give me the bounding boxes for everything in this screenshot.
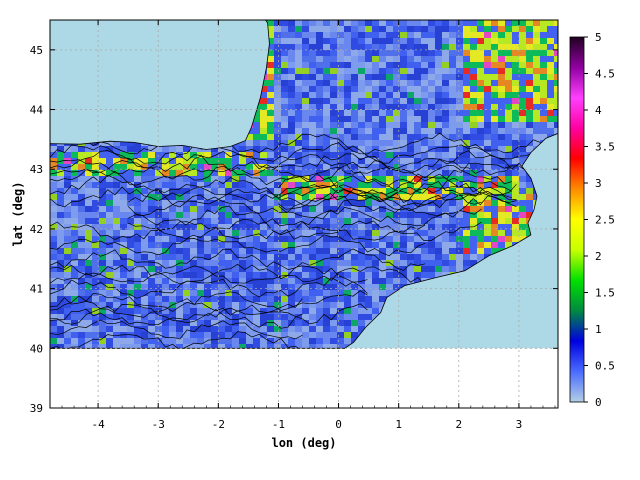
colorbar-tick-label: 3 bbox=[595, 177, 602, 190]
colorbar-tick-label: 4 bbox=[595, 104, 602, 117]
y-tick-label: 44 bbox=[30, 104, 44, 117]
colorbar-tick-label: 2 bbox=[595, 250, 602, 263]
colorbar-tick-label: 0.5 bbox=[595, 360, 615, 373]
x-tick-label: 1 bbox=[395, 418, 402, 431]
colorbar-tick-label: 4.5 bbox=[595, 68, 615, 81]
y-axis-label: lat (deg) bbox=[11, 181, 25, 246]
plot-area bbox=[49, 19, 559, 409]
no-data-region bbox=[50, 348, 558, 408]
y-tick-label: 42 bbox=[30, 223, 43, 236]
x-tick-label: -3 bbox=[152, 418, 165, 431]
colorbar-tick-label: 0 bbox=[595, 396, 602, 409]
colorbar-tick-label: 3.5 bbox=[595, 141, 615, 154]
y-tick-label: 39 bbox=[30, 402, 43, 415]
colorbar: 0 0.5 1 1.5 2 2.5 3 3.5 4 4.5 5 bbox=[569, 31, 615, 409]
x-tick-label: -4 bbox=[91, 418, 105, 431]
x-tick-label: 3 bbox=[516, 418, 523, 431]
colorbar-scale bbox=[569, 36, 585, 403]
y-tick-label: 41 bbox=[30, 283, 43, 296]
colorbar-tick-label: 5 bbox=[595, 31, 602, 44]
colorbar-tick-label: 1.5 bbox=[595, 287, 615, 300]
coastline bbox=[50, 20, 558, 349]
y-tick-label: 40 bbox=[30, 342, 43, 355]
y-tick-label: 45 bbox=[30, 44, 43, 57]
x-axis: -4 -3 -2 -1 0 1 2 3 bbox=[49, 20, 556, 431]
x-tick-label: 0 bbox=[335, 418, 342, 431]
colorbar-ticks: 0 0.5 1 1.5 2 2.5 3 3.5 4 4.5 5 bbox=[584, 31, 615, 409]
y-tick-label: 43 bbox=[30, 163, 43, 176]
x-axis-label: lon (deg) bbox=[271, 436, 336, 450]
x-tick-label: -2 bbox=[212, 418, 225, 431]
y-axis: 39 40 41 42 43 44 45 bbox=[30, 44, 558, 415]
colorbar-tick-label: 2.5 bbox=[595, 214, 615, 227]
x-tick-label: 2 bbox=[455, 418, 462, 431]
plot-frame bbox=[49, 19, 559, 409]
colorbar-tick-label: 1 bbox=[595, 323, 602, 336]
x-tick-label: -1 bbox=[272, 418, 285, 431]
elevation-contours bbox=[50, 132, 541, 349]
